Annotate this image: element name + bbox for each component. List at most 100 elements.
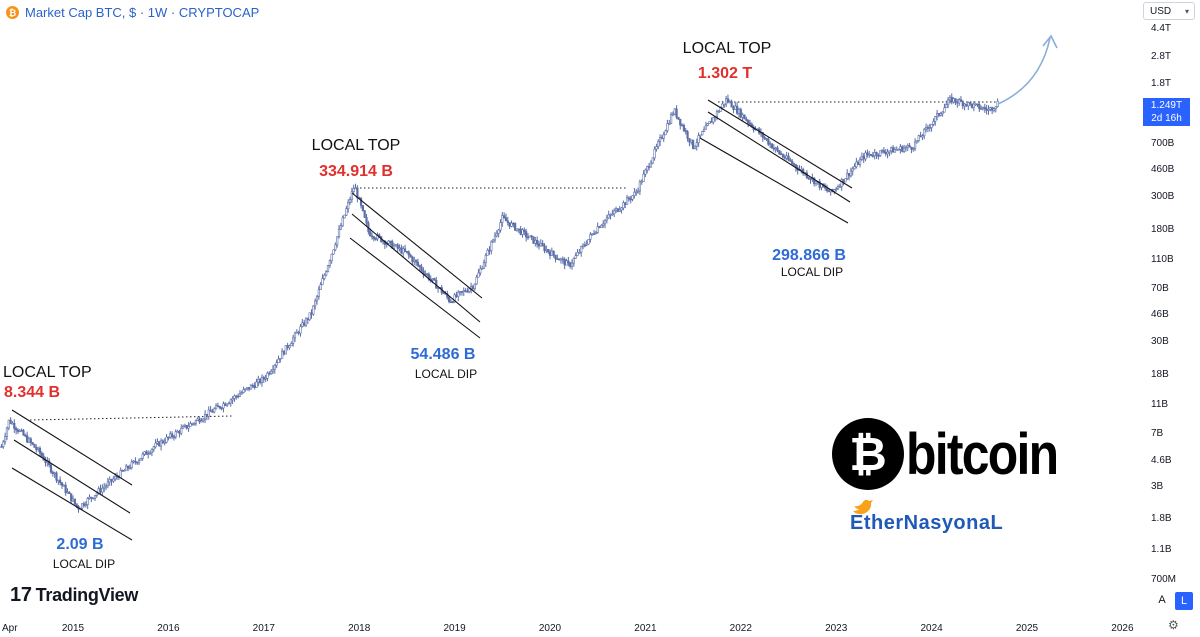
candle-body xyxy=(737,109,741,114)
candle-body xyxy=(658,137,662,142)
candle-body xyxy=(660,137,664,139)
candle-body xyxy=(526,236,530,239)
candle-body xyxy=(899,146,902,150)
log-scale-button[interactable]: L xyxy=(1175,592,1193,610)
candle-body xyxy=(987,108,990,111)
candle-body xyxy=(847,173,851,177)
candle-body xyxy=(684,130,687,132)
candle-body xyxy=(849,170,852,177)
candle-body xyxy=(763,137,766,139)
tradingview-logo[interactable]: 17 TradingView xyxy=(10,584,138,607)
candle-body xyxy=(277,358,280,363)
candle-body xyxy=(761,132,764,138)
candle-body xyxy=(578,252,581,254)
candle-body xyxy=(952,98,955,103)
candle-body xyxy=(103,486,106,489)
candle-body xyxy=(556,258,559,260)
candle-body xyxy=(374,238,377,240)
candle-body xyxy=(354,187,357,190)
candle-body xyxy=(304,318,308,326)
candle-body xyxy=(607,214,610,219)
candle-body xyxy=(59,479,62,483)
y-tick-label: 46B xyxy=(1151,309,1169,320)
candle-body xyxy=(0,446,3,448)
candle-body xyxy=(264,378,267,380)
candle-body xyxy=(688,138,691,143)
candle-body xyxy=(325,271,328,276)
x-tick-label: 2025 xyxy=(1016,623,1039,634)
candle-body xyxy=(101,487,104,493)
candle-body xyxy=(416,261,420,266)
candle-body xyxy=(486,249,489,256)
candle-body xyxy=(959,99,963,102)
candle-body xyxy=(303,322,306,326)
candle-body xyxy=(647,166,651,168)
candle-body xyxy=(622,202,625,209)
candle-body xyxy=(191,423,194,425)
candle-body xyxy=(451,301,454,304)
candle-body xyxy=(92,497,95,500)
y-tick-label: 30B xyxy=(1151,336,1169,347)
candle-body xyxy=(82,503,86,506)
candle-body xyxy=(20,430,23,432)
tradingview-mark-icon: 17 xyxy=(10,584,32,606)
candle-body xyxy=(290,343,293,347)
candle-body xyxy=(62,484,65,487)
currency-selector[interactable]: USD ▾ xyxy=(1143,2,1195,20)
candle-body xyxy=(679,118,682,126)
candle-body xyxy=(851,168,854,172)
gear-icon[interactable]: ⚙ xyxy=(1168,618,1179,632)
candle-body xyxy=(537,243,541,247)
candle-body xyxy=(242,389,245,393)
candle-body xyxy=(365,217,368,224)
candle-body xyxy=(860,155,863,160)
candle-body xyxy=(592,233,596,235)
candle-body xyxy=(791,160,794,165)
dip2-value: 54.486 B xyxy=(411,346,476,363)
auto-scale-button[interactable]: A xyxy=(1158,594,1166,606)
candle-body xyxy=(680,124,684,127)
x-tick-label: 2024 xyxy=(920,623,943,634)
candle-body xyxy=(246,387,249,390)
candle-body xyxy=(293,332,297,339)
candle-body xyxy=(875,152,878,156)
candle-body xyxy=(807,177,810,179)
candle-body xyxy=(442,292,445,294)
candle-body xyxy=(464,290,467,292)
candle-body xyxy=(587,239,590,245)
candle-body xyxy=(104,485,108,488)
candle-body xyxy=(893,149,897,153)
dip3-value: 298.866 B xyxy=(772,247,846,264)
candle-body xyxy=(169,433,172,438)
candle-body xyxy=(717,111,720,113)
candle-body xyxy=(154,442,157,448)
candle-body xyxy=(312,305,315,315)
dip1-heading: LOCAL DIP xyxy=(53,557,115,571)
candle-body xyxy=(394,244,397,247)
candle-body xyxy=(970,103,974,108)
candle-body xyxy=(956,101,959,104)
x-tick-label: 2017 xyxy=(253,623,276,634)
y-tick-label: 3B xyxy=(1151,481,1164,492)
y-tick-label: 70B xyxy=(1151,283,1169,294)
candle-body xyxy=(950,96,953,103)
candle-body xyxy=(462,290,465,293)
candle-body xyxy=(68,491,71,494)
candle-body xyxy=(345,208,348,216)
candle-body xyxy=(523,229,526,232)
candle-body xyxy=(662,134,665,139)
candle-body xyxy=(548,251,552,256)
candle-body xyxy=(268,372,271,375)
candle-body xyxy=(273,364,276,370)
candle-body xyxy=(262,377,265,380)
candle-body xyxy=(213,408,216,413)
candle-body xyxy=(913,141,917,149)
candle-body xyxy=(473,283,476,289)
candle-body xyxy=(741,114,744,118)
candle-body xyxy=(35,447,38,450)
candle-body xyxy=(112,478,115,482)
candle-body xyxy=(809,178,812,180)
candle-body xyxy=(625,197,629,205)
candle-body xyxy=(425,273,429,276)
candle-body xyxy=(840,179,843,187)
